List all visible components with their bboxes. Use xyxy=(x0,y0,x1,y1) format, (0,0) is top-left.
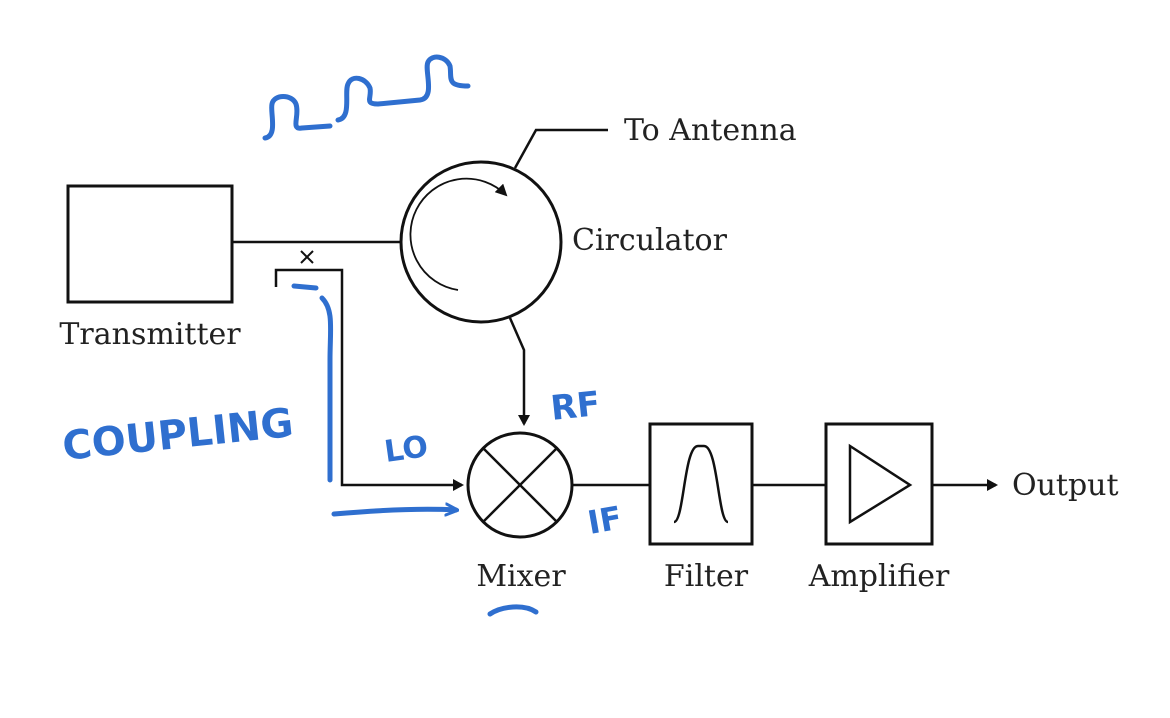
amplifier-block xyxy=(824,422,934,546)
transmitter-label: Transmitter xyxy=(59,317,241,352)
amplifier-label: Amplifier xyxy=(808,559,950,594)
coupling-bracket-drawing xyxy=(319,295,334,483)
circulator-block xyxy=(399,160,563,324)
pulse-squiggle-drawing xyxy=(262,54,471,141)
bandpass-icon xyxy=(672,444,730,524)
rf-annotation: RF xyxy=(549,384,602,429)
circulator-to-mixer-line xyxy=(508,317,530,426)
lo-annotation: LO xyxy=(382,429,430,470)
mixer-underline-drawing xyxy=(487,604,539,617)
coupler-path xyxy=(274,268,464,491)
filter-label: Filter xyxy=(664,559,749,594)
lo-arrow-drawing xyxy=(331,509,456,514)
coupler-tick-drawing xyxy=(291,283,319,291)
output-label: Output xyxy=(1012,468,1119,503)
mixer-label: Mixer xyxy=(476,559,566,594)
mixer-cross-icon xyxy=(482,447,558,523)
handwritten-annotations xyxy=(262,54,539,617)
coupling-annotation: COUPLING xyxy=(60,400,295,470)
transmitter-block xyxy=(66,184,234,304)
coupler-x-mark xyxy=(300,250,314,264)
antenna-line xyxy=(513,128,608,169)
circulator-label: Circulator xyxy=(572,223,728,258)
circulator-rotation-arrow xyxy=(409,177,508,291)
if-annotation: IF xyxy=(585,499,625,542)
amplifier-triangle-icon xyxy=(848,443,913,525)
to-antenna-label: To Antenna xyxy=(624,113,797,148)
filter-block xyxy=(648,422,754,546)
